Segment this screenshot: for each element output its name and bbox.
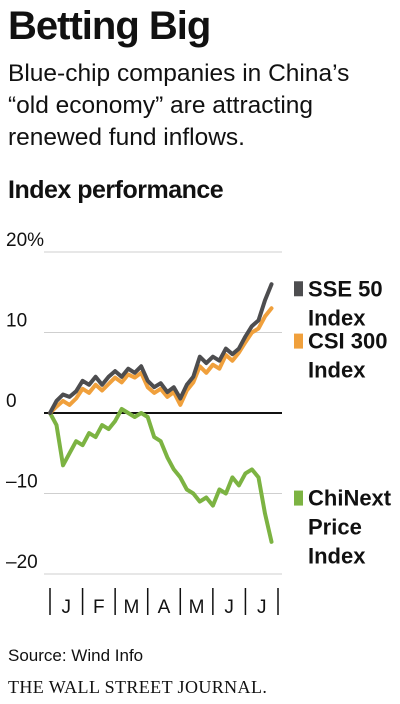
publisher-logo: THE WALL STREET JOURNAL. [8, 677, 268, 697]
y-tick-label: 0 [6, 391, 17, 412]
series-lines [48, 282, 274, 544]
legend-swatch [294, 490, 303, 506]
legend-label: Price [308, 515, 362, 540]
x-tick-label: J [62, 597, 72, 618]
legend-label: CSI 300 [308, 329, 388, 354]
x-tick-label: M [124, 597, 140, 618]
y-tick-label: 10 [6, 311, 27, 332]
x-tick-label: J [257, 597, 267, 618]
section-label: Index performance [8, 176, 224, 204]
x-tick-label: F [93, 597, 105, 618]
legend-label: Index [308, 358, 366, 383]
x-tick-label: M [189, 597, 205, 618]
series-line [48, 306, 274, 415]
y-tick-label: 20% [6, 230, 44, 251]
legend-label: Index [308, 305, 366, 330]
y-tick-label: –10 [6, 472, 38, 493]
legend-swatch [294, 281, 303, 297]
source-note: Source: Wind Info [8, 646, 144, 665]
legend-label: SSE 50 [308, 276, 383, 301]
chart-title: Betting Big [8, 4, 211, 48]
legend-swatch [294, 333, 303, 349]
legend-label: Index [308, 544, 366, 569]
chart-subtitle: Blue-chip companies in China’s “old econ… [8, 60, 350, 151]
series-line [48, 282, 274, 415]
x-tick-label: J [224, 597, 234, 618]
series-line [48, 407, 274, 544]
y-tick-labels: 20% 10 0 –10 –20 [6, 230, 44, 573]
y-tick-label: –20 [6, 552, 38, 573]
x-tick-label: A [158, 597, 171, 618]
legend-label: ChiNext [308, 486, 392, 511]
y-gridlines [44, 251, 282, 575]
